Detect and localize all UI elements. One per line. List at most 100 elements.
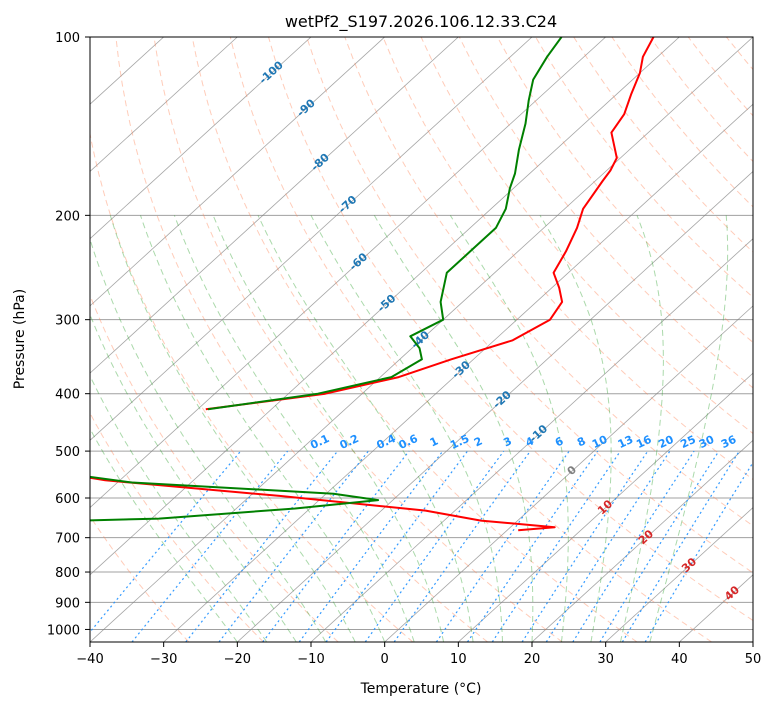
y-axis-label: Pressure (hPa)	[12, 289, 28, 389]
x-tick-label: −10	[297, 652, 324, 667]
x-axis-label: Temperature (°C)	[360, 681, 482, 697]
mixing-ratio-line	[599, 450, 720, 642]
x-tick-label: 0	[381, 652, 389, 667]
x-tick-label: 30	[597, 652, 614, 667]
y-tick-label: 300	[55, 314, 80, 329]
y-tick-label: 700	[55, 532, 80, 547]
dry-adiabat-line	[229, 37, 712, 642]
moist-adiabat-line	[539, 215, 612, 642]
mixing-ratio-line	[644, 461, 753, 642]
moist-adiabat-line	[257, 215, 474, 642]
mixing-ratio-label: 1.5	[448, 432, 471, 452]
mixing-ratio-line	[325, 450, 468, 642]
isotherm-line	[605, 507, 753, 642]
isotherm-line	[310, 238, 753, 642]
dry-adiabat-line	[191, 37, 638, 642]
plot-frame	[89, 36, 754, 643]
dry-adiabat-line	[90, 412, 264, 642]
y-axis: 100 200 300 400 500 600 700 800 900 1000	[47, 31, 90, 638]
dry-adiabat-line	[535, 37, 753, 298]
dewpoint-profile-line	[90, 475, 380, 522]
mixing-ratio-line	[466, 450, 599, 642]
isotherm-line	[237, 170, 753, 642]
mixing-ratio-line	[521, 450, 649, 642]
moist-adiabat-line	[90, 313, 297, 642]
isotherm-line	[90, 37, 238, 172]
moist-adiabat-line	[649, 215, 729, 642]
mixing-ratio-label: 0.6	[397, 432, 420, 452]
mixing-ratio-line	[435, 450, 570, 642]
x-tick-label: 50	[745, 652, 762, 667]
dry-adiabat-line	[90, 515, 190, 642]
mixing-ratio-line	[572, 450, 695, 642]
dry-adiabat-line	[420, 37, 753, 435]
dry-adiabat-line	[726, 37, 753, 71]
temperature-profile-line	[205, 37, 655, 411]
y-tick-label: 200	[55, 209, 80, 224]
mixing-ratio-line	[621, 450, 740, 642]
dry-adiabat-line	[90, 293, 339, 642]
x-tick-label: 20	[524, 652, 541, 667]
mixing-ratio-label: 3	[501, 434, 513, 449]
isotherm-line	[458, 372, 753, 642]
mixing-ratio-label: 0.2	[338, 432, 361, 452]
isotherm-line	[163, 103, 753, 642]
y-tick-label: 1000	[47, 623, 80, 638]
mixing-ratio-label: 25	[678, 433, 697, 451]
y-tick-label: 900	[55, 596, 80, 611]
y-tick-label: 600	[55, 492, 80, 507]
y-tick-label: 100	[55, 31, 80, 46]
y-tick-label: 400	[55, 388, 80, 403]
x-tick-label: 40	[671, 652, 688, 667]
isotherm-line	[90, 37, 680, 576]
moist-adiabat-line	[90, 427, 238, 642]
y-tick-label: 500	[55, 445, 80, 460]
mixing-ratio-label: 0.1	[308, 432, 331, 452]
isotherm-line	[531, 439, 753, 642]
mixing-ratio-label: 2	[472, 434, 484, 449]
moist-adiabat-line	[90, 237, 327, 642]
mixing-ratio-label: 30	[697, 433, 717, 451]
mixing-ratio-line	[262, 450, 410, 642]
mixing-ratio-label: 0.4	[375, 432, 398, 452]
moist-adiabat-line	[212, 215, 445, 642]
mixing-ratio-labels: 0.1 0.2 0.40.6 1 1.5 2 3 4 6 8 10 13 16 20 25 30 36	[308, 432, 738, 452]
moist-adiabat-line	[619, 215, 664, 642]
mixing-ratio-label: 36	[719, 433, 739, 451]
mixing-ratio-label: 1	[428, 434, 440, 449]
mixing-ratio-line	[393, 450, 531, 642]
mixing-ratio-line	[218, 450, 369, 642]
mixing-ratio-line	[90, 450, 242, 633]
isotherm-line	[90, 37, 753, 642]
x-tick-label: 10	[450, 652, 467, 667]
x-tick-label: −30	[150, 652, 177, 667]
dry-adiabat-line	[382, 37, 753, 481]
dry-adiabat-line	[687, 37, 753, 117]
moist-adiabat-line	[310, 215, 503, 642]
mixing-ratio-label: 8	[575, 434, 587, 449]
dry-adiabat-line	[649, 37, 753, 163]
moist-adiabat-line	[373, 215, 534, 642]
dry-adiabat-line	[496, 37, 753, 344]
moist-adiabat-line	[173, 215, 415, 642]
mixing-ratio-line	[364, 450, 505, 642]
mixing-ratio-line	[185, 450, 339, 642]
isotherm-line	[90, 37, 385, 307]
isotherm-line	[384, 305, 753, 642]
mixing-ratio-label: 16	[634, 433, 654, 451]
profile-lines	[90, 37, 655, 532]
mixing-ratio-label: 6	[553, 434, 566, 449]
mixing-ratio-label: 13	[616, 433, 635, 451]
dry-adiabat-line	[90, 131, 414, 642]
dry-adiabat-line	[153, 37, 563, 642]
temperature-profile-line	[90, 476, 556, 532]
isotherm-line	[90, 37, 533, 441]
dewpoint-profile-line	[207, 37, 563, 411]
isotherm-label: -100	[257, 58, 286, 86]
moist-adiabat-line	[109, 215, 356, 642]
x-tick-label: −40	[76, 652, 103, 667]
mixing-ratio-line	[545, 450, 671, 642]
isotherm-line	[90, 37, 606, 509]
isotherm-line	[752, 641, 753, 642]
